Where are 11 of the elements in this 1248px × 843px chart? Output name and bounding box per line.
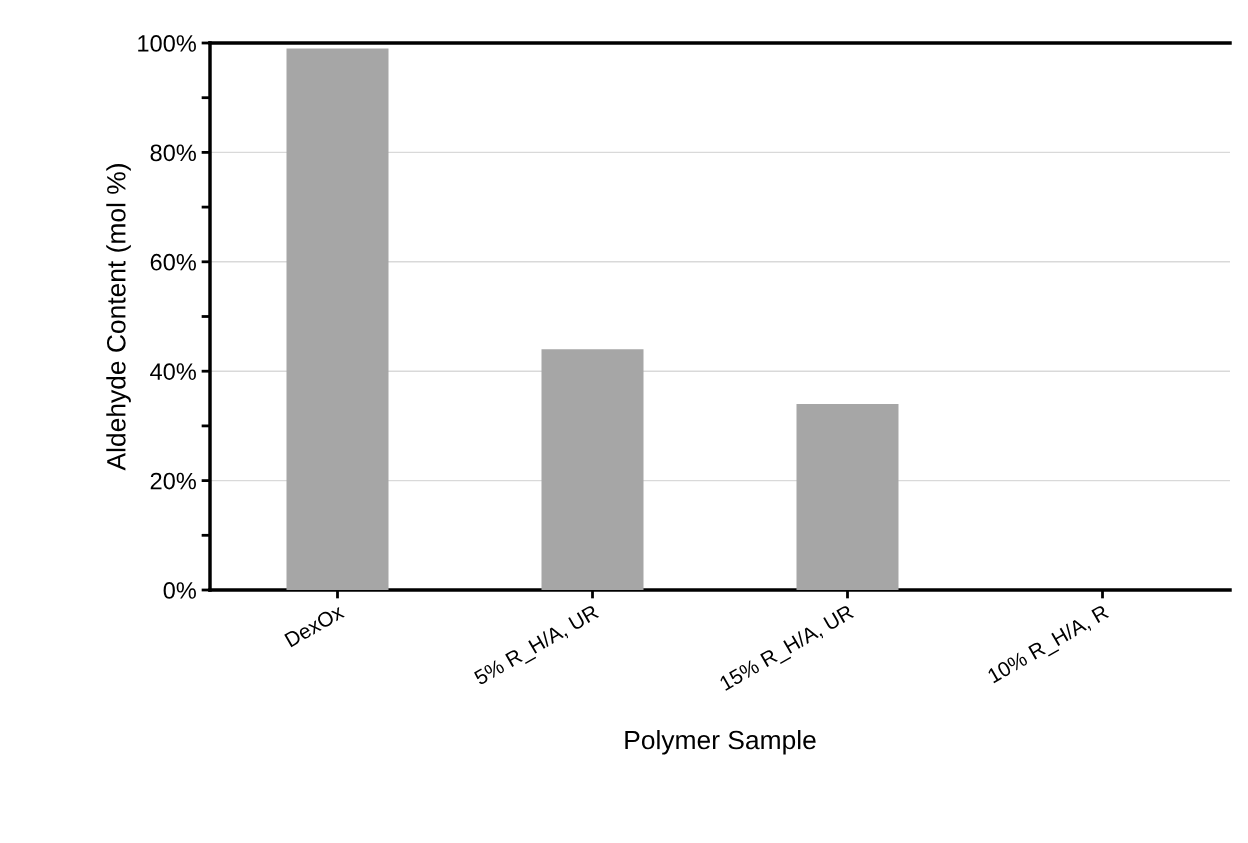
y-tick-label: 60%	[150, 253, 196, 271]
y-tick-label: 0%	[163, 582, 196, 599]
y-axis-title: Aldehyde Content (mol %)	[106, 164, 131, 471]
y-tick-label: 40%	[150, 363, 196, 380]
x-axis-title: Polymer Sample	[625, 729, 816, 755]
y-tick-label: 80%	[150, 144, 196, 162]
y-tick-label: 100%	[138, 35, 196, 52]
bar	[541, 349, 644, 590]
y-tick-label: 20%	[150, 472, 196, 490]
bar	[286, 48, 389, 590]
bar	[796, 404, 899, 590]
